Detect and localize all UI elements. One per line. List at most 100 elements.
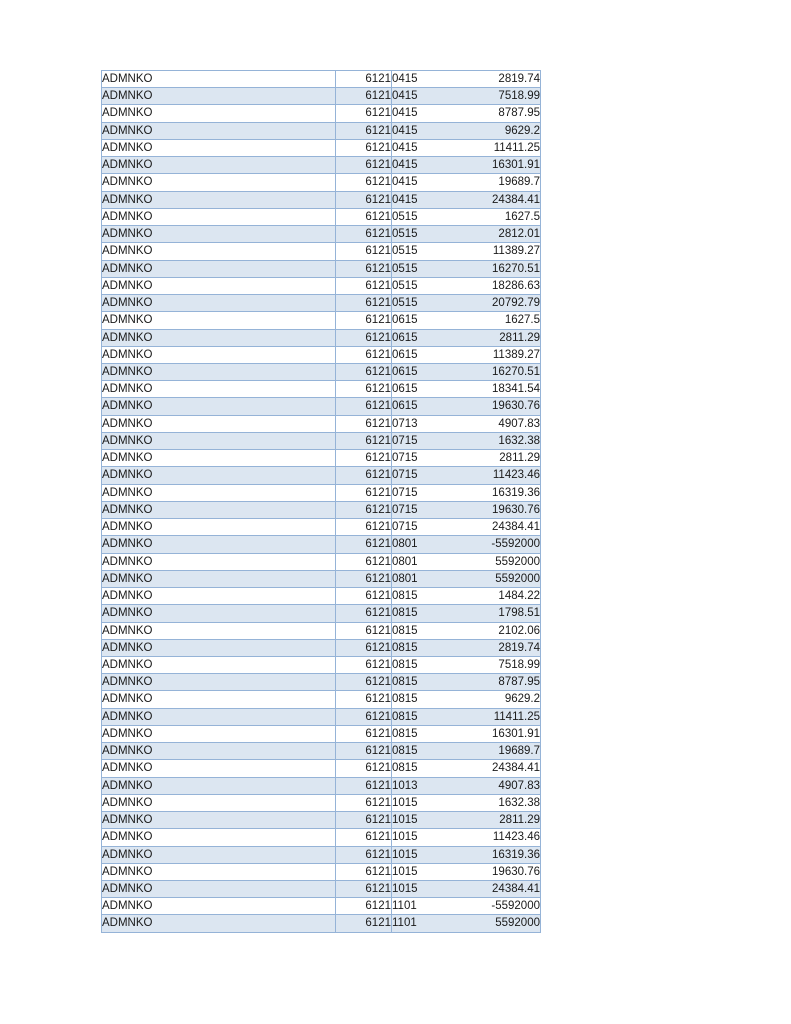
cell-col4: -5592000: [467, 897, 541, 915]
table-row: ADMNKO 6121 0815 16301.91: [101, 724, 541, 743]
table-row: ADMNKO 6121 1101 -5592000: [101, 897, 541, 915]
cell-col4: 4907.83: [467, 776, 541, 795]
cell-col3: 0415: [391, 104, 468, 123]
cell-col3: 0815: [391, 604, 468, 622]
cell-col1: ADMNKO: [101, 121, 336, 140]
table-row: ADMNKO 6121 0815 1484.22: [101, 587, 541, 605]
cell-col2: 6121: [335, 138, 392, 157]
cell-col1: ADMNKO: [101, 724, 336, 743]
table-row: ADMNKO 6121 0615 19630.76: [101, 397, 541, 416]
cell-col4: 5592000: [467, 552, 541, 571]
cell-col2: 6121: [335, 242, 392, 261]
cell-col2: 6121: [335, 793, 392, 812]
cell-col4: 2811.29: [467, 811, 541, 829]
cell-col2: 6121: [335, 276, 392, 295]
table-row: ADMNKO 6121 1013 4907.83: [101, 776, 541, 795]
cell-col1: ADMNKO: [101, 535, 336, 554]
cell-col3: 1101: [391, 897, 468, 915]
cell-col1: ADMNKO: [101, 431, 336, 450]
cell-col3: 0801: [391, 552, 468, 571]
cell-col2: 6121: [335, 862, 392, 881]
cell-col3: 0815: [391, 707, 468, 726]
table-row: ADMNKO 6121 0615 11389.27: [101, 345, 541, 364]
cell-col3: 0415: [391, 190, 468, 209]
cell-col2: 6121: [335, 104, 392, 123]
cell-col3: 0801: [391, 569, 468, 588]
cell-col4: 24384.41: [467, 190, 541, 209]
cell-col2: 6121: [335, 294, 392, 312]
cell-col2: 6121: [335, 466, 392, 485]
cell-col2: 6121: [335, 328, 392, 347]
cell-col2: 6121: [335, 845, 392, 864]
cell-col3: 0715: [391, 500, 468, 519]
cell-col3: 0815: [391, 587, 468, 605]
cell-col3: 1015: [391, 811, 468, 829]
table-row: ADMNKO 6121 0515 1627.5: [101, 207, 541, 226]
cell-col2: 6121: [335, 552, 392, 571]
table-row: ADMNKO 6121 0715 24384.41: [101, 518, 541, 536]
cell-col1: ADMNKO: [101, 156, 336, 174]
cell-col3: 0615: [391, 397, 468, 416]
cell-col1: ADMNKO: [101, 87, 336, 105]
cell-col4: 18286.63: [467, 276, 541, 295]
table-row: ADMNKO 6121 0615 18341.54: [101, 380, 541, 398]
cell-col2: 6121: [335, 569, 392, 588]
cell-col1: ADMNKO: [101, 828, 336, 847]
cell-col2: 6121: [335, 638, 392, 657]
cell-col3: 0815: [391, 673, 468, 691]
cell-col2: 6121: [335, 311, 392, 330]
cell-col1: ADMNKO: [101, 225, 336, 243]
cell-col4: 24384.41: [467, 518, 541, 536]
table-row: ADMNKO 6121 0615 1627.5: [101, 311, 541, 330]
table-row: ADMNKO 6121 0515 18286.63: [101, 276, 541, 295]
table-row: ADMNKO 6121 0801 5592000: [101, 569, 541, 588]
cell-col3: 1015: [391, 862, 468, 881]
cell-col4: 2819.74: [467, 69, 541, 88]
cell-col4: 2811.29: [467, 449, 541, 467]
cell-col2: 6121: [335, 776, 392, 795]
cell-col4: 16301.91: [467, 724, 541, 743]
cell-col4: 11411.25: [467, 138, 541, 157]
cell-col1: ADMNKO: [101, 276, 336, 295]
cell-col3: 0515: [391, 276, 468, 295]
cell-col1: ADMNKO: [101, 845, 336, 864]
cell-col3: 0815: [391, 759, 468, 778]
table-row: ADMNKO 6121 0415 11411.25: [101, 138, 541, 157]
cell-col1: ADMNKO: [101, 414, 336, 433]
cell-col2: 6121: [335, 518, 392, 536]
cell-col1: ADMNKO: [101, 759, 336, 778]
cell-col3: 0615: [391, 380, 468, 398]
cell-col3: 0615: [391, 311, 468, 330]
cell-col1: ADMNKO: [101, 587, 336, 605]
cell-col4: 8787.95: [467, 104, 541, 123]
cell-col1: ADMNKO: [101, 138, 336, 157]
cell-col3: 0415: [391, 156, 468, 174]
cell-col3: 0715: [391, 466, 468, 485]
cell-col3: 0715: [391, 483, 468, 502]
table-row: ADMNKO 6121 1015 2811.29: [101, 811, 541, 829]
cell-col2: 6121: [335, 121, 392, 140]
cell-col2: 6121: [335, 190, 392, 209]
cell-col4: 19689.7: [467, 173, 541, 192]
cell-col2: 6121: [335, 690, 392, 709]
cell-col1: ADMNKO: [101, 811, 336, 829]
table-row: ADMNKO 6121 1015 11423.46: [101, 828, 541, 847]
cell-col3: 1015: [391, 845, 468, 864]
cell-col1: ADMNKO: [101, 242, 336, 261]
cell-col4: 2811.29: [467, 328, 541, 347]
cell-col2: 6121: [335, 380, 392, 398]
table-row: ADMNKO 6121 0815 2819.74: [101, 638, 541, 657]
cell-col1: ADMNKO: [101, 500, 336, 519]
cell-col3: 1015: [391, 828, 468, 847]
table-row: ADMNKO 6121 0715 19630.76: [101, 500, 541, 519]
cell-col1: ADMNKO: [101, 880, 336, 898]
cell-col3: 0515: [391, 207, 468, 226]
cell-col3: 1101: [391, 914, 468, 933]
cell-col4: 19630.76: [467, 862, 541, 881]
cell-col2: 6121: [335, 897, 392, 915]
cell-col3: 0415: [391, 173, 468, 192]
cell-col3: 0815: [391, 724, 468, 743]
cell-col4: 1798.51: [467, 604, 541, 622]
table-row: ADMNKO 6121 0815 1798.51: [101, 604, 541, 622]
cell-col2: 6121: [335, 207, 392, 226]
